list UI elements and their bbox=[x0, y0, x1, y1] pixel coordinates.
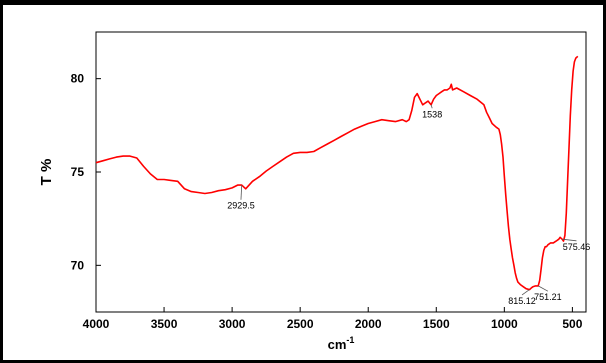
y-axis: 70 75 80 bbox=[71, 72, 101, 272]
annotation-leader bbox=[521, 289, 530, 296]
x-tick-label: 500 bbox=[562, 317, 582, 331]
x-tick-label: 3000 bbox=[219, 317, 246, 331]
x-axis-label-unit: cm bbox=[328, 337, 347, 352]
x-axis: 4000 3500 3000 2500 2000 1500 1000 500 bbox=[83, 307, 583, 331]
annotation-leader bbox=[538, 285, 549, 292]
x-tick-label: 1500 bbox=[423, 317, 450, 331]
annotation-leader bbox=[240, 185, 243, 200]
x-tick-label: 1000 bbox=[491, 317, 518, 331]
x-axis-label: cm-1 bbox=[328, 335, 355, 352]
plot-area bbox=[95, 31, 587, 313]
peak-label: 575.46 bbox=[563, 242, 591, 252]
peak-label: 1538 bbox=[422, 109, 442, 119]
x-tick-label: 4000 bbox=[83, 317, 110, 331]
x-axis-label-exponent: -1 bbox=[346, 335, 354, 345]
y-axis-label: T % bbox=[38, 159, 55, 186]
x-tick-label: 2500 bbox=[287, 317, 314, 331]
series-line bbox=[95, 55, 579, 291]
y-tick-label: 80 bbox=[71, 72, 85, 86]
peak-label: 751.21 bbox=[534, 292, 562, 302]
annotation-leader bbox=[430, 104, 433, 109]
peak-label: 2929.5 bbox=[227, 201, 255, 211]
ftir-spectrum-chart: 4000 3500 3000 2500 2000 1500 1000 500 70 75 80 2… bbox=[38, 31, 591, 352]
y-tick-label: 75 bbox=[71, 165, 85, 179]
x-tick-label: 3500 bbox=[151, 317, 178, 331]
x-tick-label: 2000 bbox=[355, 317, 382, 331]
annotation-leader bbox=[562, 238, 577, 242]
peak-label: 815.12 bbox=[508, 296, 536, 306]
y-tick-label: 70 bbox=[71, 258, 85, 272]
